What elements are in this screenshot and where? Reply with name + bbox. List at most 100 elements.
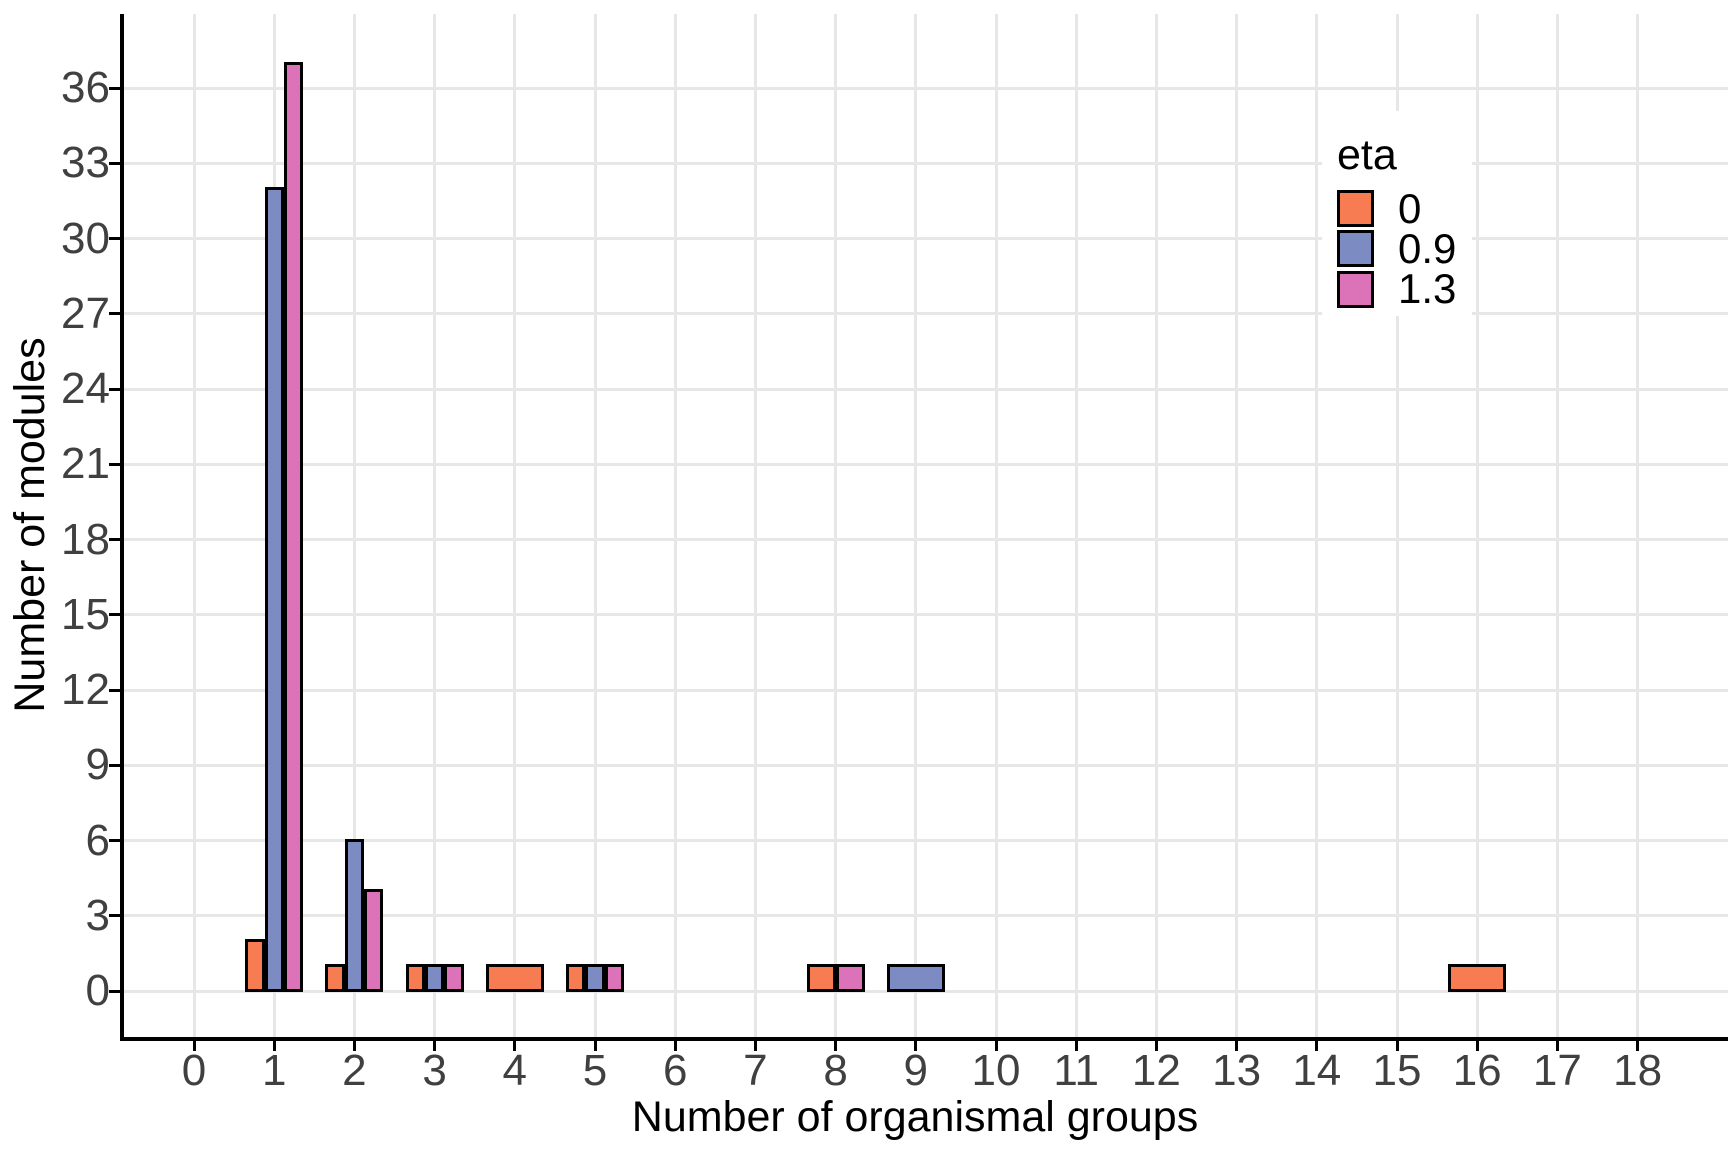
y-tick-label-30: 30 (61, 213, 110, 263)
x-tick-label-2: 2 (342, 1046, 367, 1095)
x-axis-title: Number of organismal groups (631, 1093, 1199, 1141)
x-tick-label-6: 6 (662, 1046, 688, 1095)
bar-eta-1.3-x-3 (444, 964, 464, 993)
y-tick-0 (109, 989, 120, 993)
bar-eta-0-x-3 (405, 964, 425, 993)
x-tick-label-7: 7 (743, 1046, 768, 1095)
y-tick-label-18: 18 (61, 514, 110, 564)
x-tick-11 (1074, 1040, 1078, 1051)
y-gridline-21 (123, 462, 1728, 466)
x-gridline-0 (192, 14, 196, 1037)
x-tick-label-15: 15 (1372, 1046, 1422, 1095)
x-gridline-6 (673, 14, 677, 1037)
x-tick-17 (1555, 1040, 1559, 1051)
y-tick-27 (109, 312, 120, 316)
x-gridline-11 (1074, 14, 1078, 1037)
x-axis-line (120, 1037, 1728, 1041)
x-tick-label-17: 17 (1532, 1046, 1582, 1095)
legend-label-eta-0: 0 (1398, 184, 1422, 232)
y-axis-line (120, 14, 124, 1040)
y-tick-15 (109, 613, 120, 617)
x-gridline-18 (1636, 14, 1640, 1037)
y-gridline-12 (123, 688, 1728, 692)
x-tick-18 (1636, 1040, 1640, 1051)
x-tick-label-3: 3 (422, 1046, 447, 1095)
y-gridline-27 (123, 312, 1728, 316)
y-tick-30 (109, 237, 120, 241)
x-tick-label-14: 14 (1292, 1046, 1342, 1095)
x-gridline-14 (1315, 14, 1319, 1037)
x-tick-label-0: 0 (181, 1046, 207, 1095)
y-tick-label-21: 21 (61, 439, 110, 489)
x-gridline-8 (834, 14, 838, 1037)
y-tick-label-6: 6 (85, 815, 110, 865)
y-tick-24 (109, 387, 120, 391)
y-tick-9 (109, 763, 120, 767)
x-tick-label-5: 5 (582, 1046, 608, 1095)
x-tick-15 (1395, 1040, 1399, 1051)
x-gridline-17 (1555, 14, 1559, 1037)
y-tick-label-9: 9 (85, 740, 110, 790)
y-gridline-36 (123, 86, 1728, 90)
y-tick-label-12: 12 (61, 665, 110, 715)
bar-eta-1.3-x-5 (604, 964, 624, 993)
legend: eta 0 0.9 1.3 (1322, 111, 1472, 316)
x-tick-1 (272, 1040, 276, 1051)
x-gridline-3 (433, 14, 437, 1037)
x-gridline-7 (753, 14, 757, 1037)
bar-eta-0.9-x-9 (886, 964, 945, 993)
x-gridline-16 (1475, 14, 1479, 1037)
x-gridline-5 (593, 14, 597, 1037)
x-tick-16 (1475, 1040, 1479, 1051)
x-tick-7 (753, 1040, 757, 1051)
x-tick-5 (593, 1040, 597, 1051)
y-tick-label-3: 3 (85, 890, 110, 940)
x-tick-0 (192, 1040, 196, 1051)
bar-eta-0.9-x-3 (424, 964, 445, 993)
y-tick-3 (109, 914, 120, 918)
bar-eta-0-x-8 (806, 964, 836, 993)
x-tick-4 (513, 1040, 517, 1051)
y-tick-6 (109, 839, 120, 843)
legend-key-eta-0.9 (1337, 230, 1374, 268)
y-tick-label-27: 27 (61, 288, 110, 338)
x-gridline-4 (513, 14, 517, 1037)
bar-eta-0-x-2 (325, 964, 345, 993)
y-tick-21 (109, 462, 120, 466)
legend-title: eta (1337, 131, 1397, 179)
y-tick-12 (109, 688, 120, 692)
y-gridline-33 (123, 161, 1728, 165)
y-tick-18 (109, 538, 120, 542)
x-tick-10 (994, 1040, 998, 1051)
bar-eta-0.9-x-1 (264, 186, 284, 993)
x-tick-label-16: 16 (1452, 1046, 1502, 1095)
bar-eta-0-x-16 (1448, 964, 1507, 993)
y-gridline-6 (123, 839, 1728, 843)
legend-label-eta-0.9: 0.9 (1398, 224, 1457, 272)
x-tick-label-18: 18 (1613, 1046, 1663, 1095)
y-gridline-3 (123, 914, 1728, 918)
y-tick-label-36: 36 (61, 63, 110, 113)
x-tick-2 (352, 1040, 356, 1051)
x-gridline-15 (1395, 14, 1399, 1037)
legend-key-eta-0 (1337, 190, 1374, 227)
legend-key-eta-1.3 (1337, 270, 1374, 308)
x-tick-14 (1315, 1040, 1319, 1051)
y-tick-36 (109, 86, 120, 90)
y-axis-title: Number of modules (6, 337, 54, 713)
bar-eta-0-x-4 (485, 964, 544, 993)
x-gridline-9 (914, 14, 918, 1037)
x-tick-label-11: 11 (1053, 1046, 1100, 1095)
x-tick-label-9: 9 (903, 1046, 929, 1095)
y-tick-33 (109, 161, 120, 165)
bar-eta-1.3-x-8 (835, 964, 865, 993)
y-gridline-15 (123, 613, 1728, 617)
y-tick-label-0: 0 (85, 966, 110, 1015)
x-tick-label-1: 1 (261, 1046, 287, 1095)
bar-eta-0-x-5 (566, 964, 586, 993)
x-tick-label-10: 10 (971, 1046, 1021, 1095)
bar-eta-0-x-1 (245, 939, 265, 993)
x-gridline-12 (1154, 14, 1158, 1037)
bar-eta-1.3-x-2 (364, 889, 384, 993)
